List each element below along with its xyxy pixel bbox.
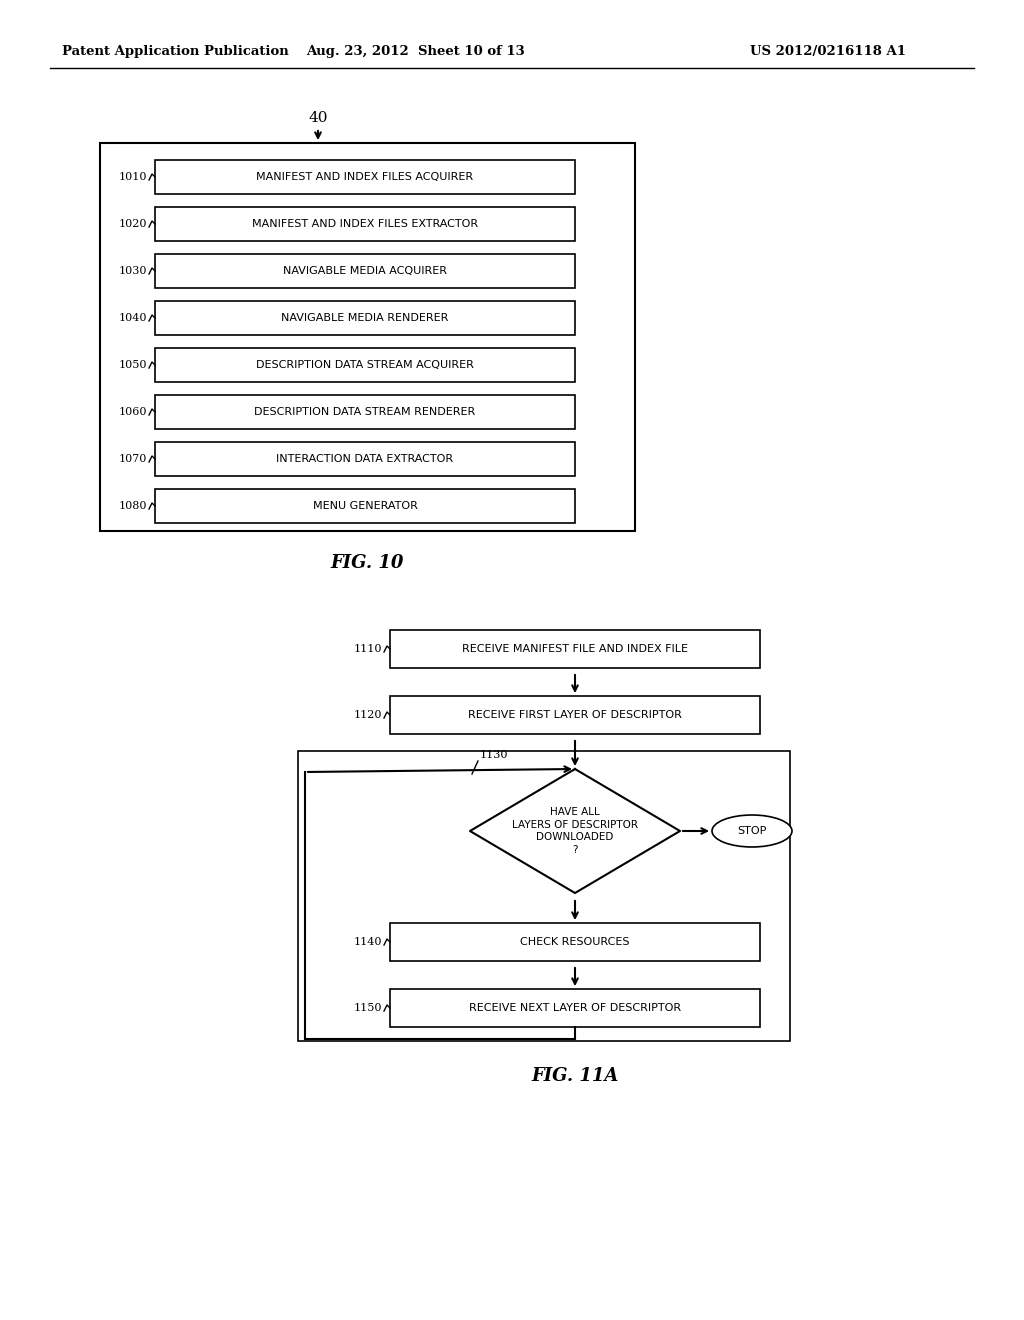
Bar [155,395,575,429]
Text: 1130: 1130 [480,750,509,760]
Text: 1050: 1050 [119,360,147,370]
Polygon shape [470,770,680,894]
Text: 1140: 1140 [353,937,382,946]
Text: 1020: 1020 [119,219,147,228]
Bar [100,143,635,531]
Text: 1070: 1070 [119,454,147,465]
Bar [155,301,575,335]
Text: 40: 40 [308,111,328,125]
Text: Patent Application Publication: Patent Application Publication [62,45,289,58]
Text: NAVIGABLE MEDIA RENDERER: NAVIGABLE MEDIA RENDERER [282,313,449,323]
Bar [390,923,760,961]
Text: 1120: 1120 [353,710,382,719]
Text: HAVE ALL
LAYERS OF DESCRIPTOR
DOWNLOADED
?: HAVE ALL LAYERS OF DESCRIPTOR DOWNLOADED… [512,808,638,854]
Text: MANIFEST AND INDEX FILES ACQUIRER: MANIFEST AND INDEX FILES ACQUIRER [256,172,473,182]
Text: 1150: 1150 [353,1003,382,1012]
Text: 1060: 1060 [119,407,147,417]
Bar [390,989,760,1027]
Text: MENU GENERATOR: MENU GENERATOR [312,502,418,511]
Text: DESCRIPTION DATA STREAM RENDERER: DESCRIPTION DATA STREAM RENDERER [254,407,475,417]
Bar [298,751,790,1041]
Text: RECEIVE FIRST LAYER OF DESCRIPTOR: RECEIVE FIRST LAYER OF DESCRIPTOR [468,710,682,719]
Text: 1010: 1010 [119,172,147,182]
Text: 1030: 1030 [119,267,147,276]
Bar [155,488,575,523]
Text: CHECK RESOURCES: CHECK RESOURCES [520,937,630,946]
Text: 1080: 1080 [119,502,147,511]
Text: 1110: 1110 [353,644,382,653]
Ellipse shape [712,814,792,847]
Text: DESCRIPTION DATA STREAM ACQUIRER: DESCRIPTION DATA STREAM ACQUIRER [256,360,474,370]
Text: MANIFEST AND INDEX FILES EXTRACTOR: MANIFEST AND INDEX FILES EXTRACTOR [252,219,478,228]
Text: INTERACTION DATA EXTRACTOR: INTERACTION DATA EXTRACTOR [276,454,454,465]
Text: Aug. 23, 2012  Sheet 10 of 13: Aug. 23, 2012 Sheet 10 of 13 [305,45,524,58]
Bar [155,160,575,194]
Bar [155,442,575,477]
Text: RECEIVE NEXT LAYER OF DESCRIPTOR: RECEIVE NEXT LAYER OF DESCRIPTOR [469,1003,681,1012]
Text: US 2012/0216118 A1: US 2012/0216118 A1 [750,45,906,58]
Bar [390,630,760,668]
Text: NAVIGABLE MEDIA ACQUIRER: NAVIGABLE MEDIA ACQUIRER [283,267,447,276]
Text: STOP: STOP [737,826,767,836]
Bar [155,348,575,381]
Text: FIG. 10: FIG. 10 [331,554,404,572]
Text: FIG. 11A: FIG. 11A [531,1067,618,1085]
Text: RECEIVE MANIFEST FILE AND INDEX FILE: RECEIVE MANIFEST FILE AND INDEX FILE [462,644,688,653]
Bar [390,696,760,734]
Text: 1040: 1040 [119,313,147,323]
Bar [155,207,575,242]
Bar [155,253,575,288]
